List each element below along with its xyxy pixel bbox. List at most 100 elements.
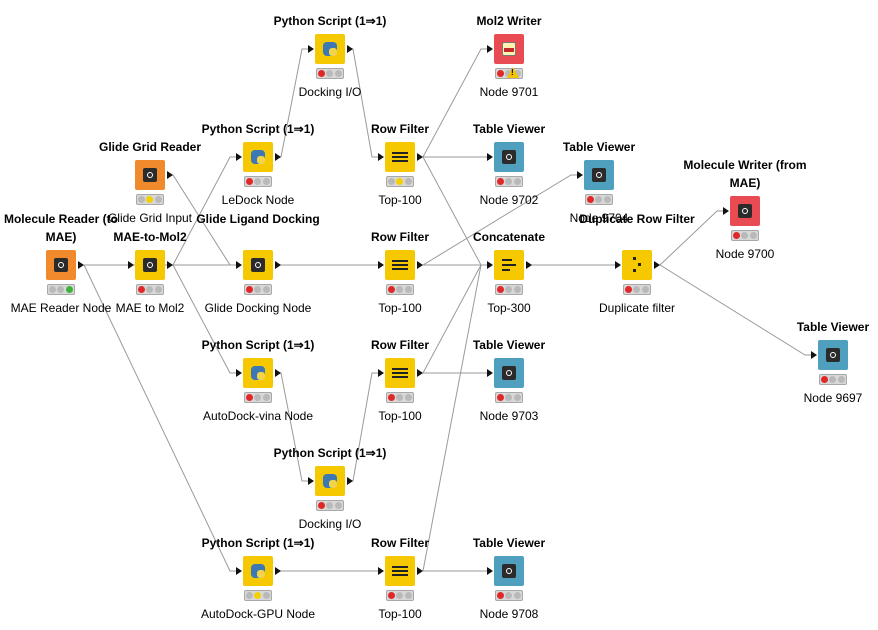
node-label[interactable]: Node 9704 xyxy=(569,211,629,225)
status-traffic-light xyxy=(386,590,414,601)
input-port-icon[interactable] xyxy=(378,261,384,269)
input-port-icon[interactable] xyxy=(811,351,817,359)
python-script-icon[interactable] xyxy=(315,34,345,64)
input-port-icon[interactable] xyxy=(487,153,493,161)
node-label[interactable]: MAE to Mol2 xyxy=(115,301,185,315)
input-port-icon[interactable] xyxy=(378,567,384,575)
node-label[interactable]: MAE Reader Node xyxy=(10,301,112,315)
node-label[interactable]: Docking I/O xyxy=(298,85,362,99)
node-label[interactable]: Node 9702 xyxy=(479,193,539,207)
output-port-icon[interactable] xyxy=(417,153,423,161)
input-port-icon[interactable] xyxy=(378,153,384,161)
input-port-icon[interactable] xyxy=(487,261,493,269)
molecule-reader-icon[interactable] xyxy=(46,250,76,280)
status-traffic-light xyxy=(136,284,164,295)
node-label[interactable]: Top-300 xyxy=(487,301,531,315)
output-port-icon[interactable] xyxy=(417,261,423,269)
node-title: Python Script (1⇒1) xyxy=(273,446,387,460)
node-label[interactable]: AutoDock-vina Node xyxy=(202,409,314,423)
node-label[interactable]: Node 9697 xyxy=(803,391,863,405)
status-light-off xyxy=(396,286,404,293)
node-label[interactable]: Top-100 xyxy=(378,607,422,621)
input-port-icon[interactable] xyxy=(308,45,314,53)
mae-to-mol2-icon[interactable] xyxy=(135,250,165,280)
node-label[interactable]: LeDock Node xyxy=(221,193,295,207)
node-label[interactable]: Top-100 xyxy=(378,193,422,207)
status-light-off xyxy=(263,394,271,401)
table-viewer-icon[interactable] xyxy=(494,142,524,172)
status-light-off xyxy=(57,286,65,293)
input-port-icon[interactable] xyxy=(487,567,493,575)
node-label[interactable]: Node 9708 xyxy=(479,607,539,621)
status-light-off xyxy=(514,592,522,599)
status-light-off xyxy=(137,196,145,203)
node-label[interactable]: Glide Grid Input xyxy=(107,211,193,225)
node-label[interactable]: Node 9700 xyxy=(715,247,775,261)
status-light-off xyxy=(595,196,603,203)
output-port-icon[interactable] xyxy=(167,171,173,179)
output-port-icon[interactable] xyxy=(417,567,423,575)
status-traffic-light xyxy=(495,392,523,403)
output-port-icon[interactable] xyxy=(347,477,353,485)
input-port-icon[interactable] xyxy=(236,261,242,269)
status-light-red xyxy=(317,70,325,77)
connection-line xyxy=(275,48,308,158)
input-port-icon[interactable] xyxy=(723,207,729,215)
node-label[interactable]: Top-100 xyxy=(378,409,422,423)
row-filter-icon[interactable] xyxy=(385,556,415,586)
status-light-off xyxy=(741,232,749,239)
input-port-icon[interactable] xyxy=(487,45,493,53)
table-viewer-icon[interactable] xyxy=(818,340,848,370)
python-script-icon[interactable] xyxy=(315,466,345,496)
status-light-off xyxy=(396,592,404,599)
output-port-icon[interactable] xyxy=(167,261,173,269)
input-port-icon[interactable] xyxy=(308,477,314,485)
table-viewer-icon[interactable] xyxy=(494,556,524,586)
warning-icon[interactable] xyxy=(507,67,519,78)
output-port-icon[interactable] xyxy=(417,369,423,377)
table-viewer-icon[interactable] xyxy=(584,160,614,190)
table-viewer-icon[interactable] xyxy=(494,358,524,388)
input-port-icon[interactable] xyxy=(236,369,242,377)
output-port-icon[interactable] xyxy=(275,567,281,575)
status-traffic-light xyxy=(386,284,414,295)
mol2-writer-icon[interactable] xyxy=(494,34,524,64)
row-filter-icon[interactable] xyxy=(385,358,415,388)
molecule-writer-icon[interactable] xyxy=(730,196,760,226)
input-port-icon[interactable] xyxy=(577,171,583,179)
node-label[interactable]: Docking I/O xyxy=(298,517,362,531)
input-port-icon[interactable] xyxy=(128,261,134,269)
node-label[interactable]: Glide Docking Node xyxy=(204,301,312,315)
output-port-icon[interactable] xyxy=(526,261,532,269)
output-port-icon[interactable] xyxy=(654,261,660,269)
input-port-icon[interactable] xyxy=(615,261,621,269)
output-port-icon[interactable] xyxy=(78,261,84,269)
glide-grid-reader-icon[interactable] xyxy=(135,160,165,190)
output-port-icon[interactable] xyxy=(275,153,281,161)
row-filter-icon[interactable] xyxy=(385,142,415,172)
input-port-icon[interactable] xyxy=(236,153,242,161)
connection-line xyxy=(275,372,308,482)
input-port-icon[interactable] xyxy=(378,369,384,377)
status-light-off xyxy=(750,232,758,239)
row-filter-icon[interactable] xyxy=(385,250,415,280)
status-light-off xyxy=(829,376,837,383)
node-label[interactable]: Node 9701 xyxy=(479,85,539,99)
node-title: Python Script (1⇒1) xyxy=(273,14,387,28)
concatenate-icon[interactable] xyxy=(494,250,524,280)
python-script-icon[interactable] xyxy=(243,142,273,172)
status-traffic-light xyxy=(386,392,414,403)
node-label[interactable]: Node 9703 xyxy=(479,409,539,423)
input-port-icon[interactable] xyxy=(236,567,242,575)
output-port-icon[interactable] xyxy=(347,45,353,53)
output-port-icon[interactable] xyxy=(275,261,281,269)
python-script-icon[interactable] xyxy=(243,556,273,586)
python-script-icon[interactable] xyxy=(243,358,273,388)
input-port-icon[interactable] xyxy=(487,369,493,377)
duplicate-row-filter-icon[interactable] xyxy=(622,250,652,280)
output-port-icon[interactable] xyxy=(275,369,281,377)
node-label[interactable]: Top-100 xyxy=(378,301,422,315)
glide-ligand-docking-icon[interactable] xyxy=(243,250,273,280)
node-label[interactable]: Duplicate filter xyxy=(598,301,676,315)
node-label[interactable]: AutoDock-GPU Node xyxy=(200,607,316,621)
